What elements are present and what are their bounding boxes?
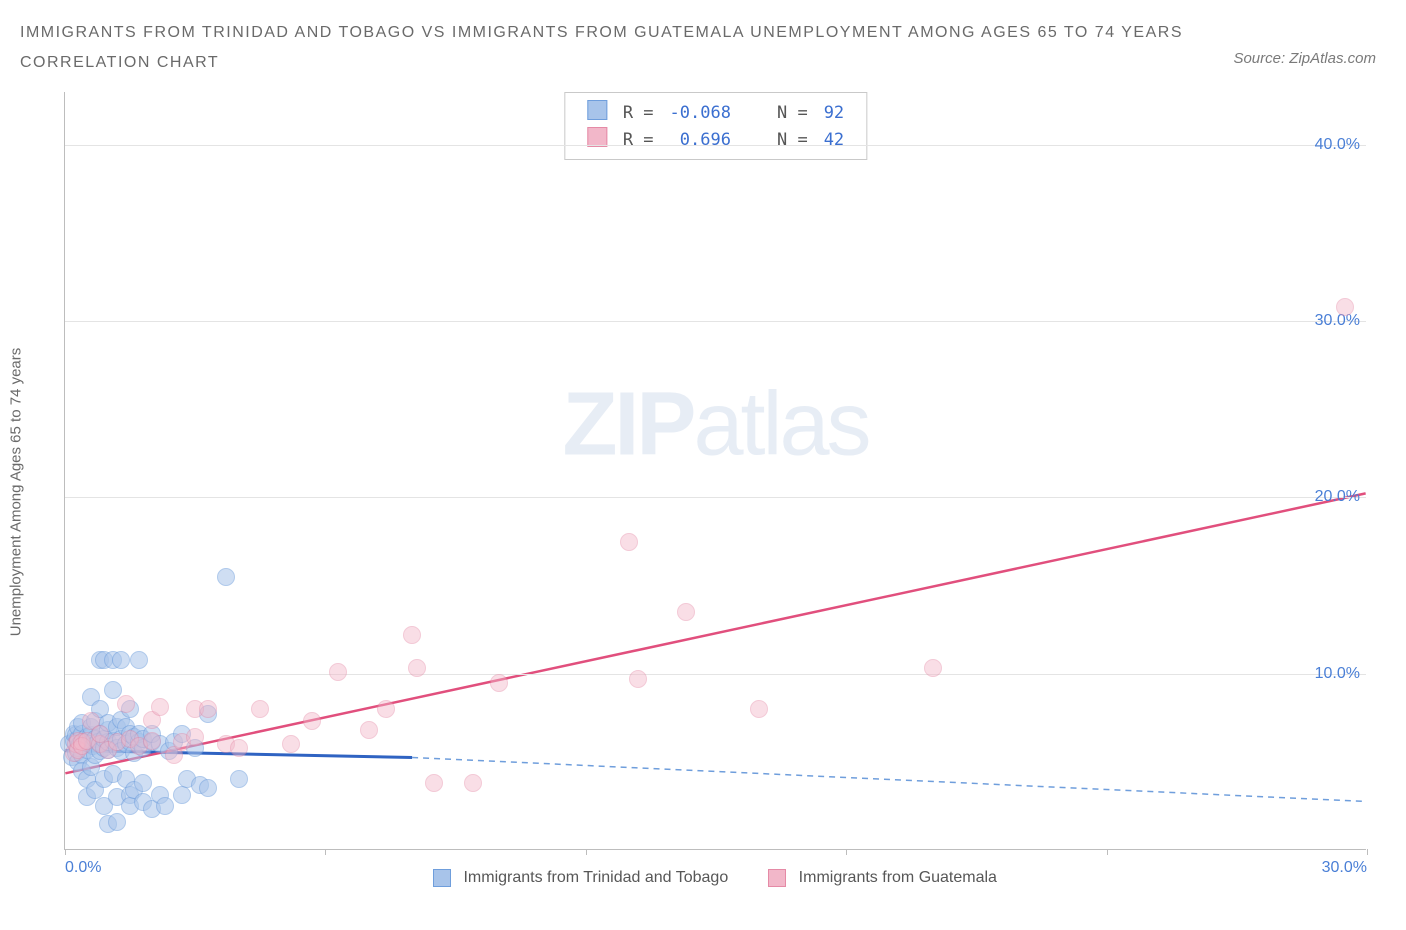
data-point [117,695,135,713]
bottom-legend-item-series2: Immigrants from Guatemala [768,869,997,887]
data-point [199,779,217,797]
data-point [108,813,126,831]
r-value-series1: -0.068 [662,99,739,126]
n-value-series2: 42 [816,126,852,153]
n-label-series1: N = [769,99,816,126]
y-tick-label: 10.0% [1315,665,1360,683]
bottom-legend-label-series2: Immigrants from Guatemala [799,869,997,886]
data-point [425,774,443,792]
data-point [134,774,152,792]
legend-swatch-series2 [768,869,786,887]
chart-title-line1: IMMIGRANTS FROM TRINIDAD AND TOBAGO VS I… [20,18,1386,48]
gridline [65,674,1366,675]
stat-legend-row: R = -0.068 N = 92 [579,99,852,126]
data-point [151,698,169,716]
x-tick [586,849,587,855]
data-point [112,651,130,669]
data-point [408,659,426,677]
bottom-legend: Immigrants from Trinidad and Tobago Immi… [64,864,1366,892]
bottom-legend-item-series1: Immigrants from Trinidad and Tobago [433,869,728,887]
data-point [251,700,269,718]
regression-lines [65,92,1366,849]
data-point [143,732,161,750]
data-point [329,663,347,681]
watermark-zip: ZIP [562,375,693,475]
data-point [230,770,248,788]
data-point [677,603,695,621]
x-tick [65,849,66,855]
n-label-series2: N = [769,126,816,153]
gridline [65,321,1366,322]
data-point [217,568,235,586]
y-tick-label: 20.0% [1315,488,1360,506]
data-point [403,626,421,644]
data-point [464,774,482,792]
x-tick [325,849,326,855]
plot-area: ZIPatlas R = -0.068 N = 92 R = 0.696 [64,92,1366,850]
data-point [490,674,508,692]
data-point [360,721,378,739]
stat-legend-row: R = 0.696 N = 42 [579,126,852,153]
data-point [156,797,174,815]
legend-swatch-series1 [433,869,451,887]
data-point [1336,298,1354,316]
watermark-atlas: atlas [693,375,868,475]
chart-title-line2: CORRELATION CHART [20,48,1386,78]
data-point [750,700,768,718]
data-point [186,728,204,746]
data-point [629,670,647,688]
data-point [173,786,191,804]
y-tick-label: 30.0% [1315,312,1360,330]
data-point [282,735,300,753]
x-tick [1107,849,1108,855]
correlation-chart: Unemployment Among Ages 65 to 74 years Z… [20,92,1386,892]
source-label: Source: ZipAtlas.com [1233,50,1376,67]
data-point [377,700,395,718]
r-label-series1: R = [615,99,662,126]
y-axis-label: Unemployment Among Ages 65 to 74 years [8,348,25,637]
stat-legend: R = -0.068 N = 92 R = 0.696 N = 42 [564,92,867,160]
data-point [130,651,148,669]
data-point [924,659,942,677]
gridline [65,497,1366,498]
chart-title-block: IMMIGRANTS FROM TRINIDAD AND TOBAGO VS I… [20,18,1386,79]
legend-swatch-series1 [587,100,607,120]
data-point [620,533,638,551]
data-point [303,712,321,730]
data-point [230,739,248,757]
bottom-legend-label-series1: Immigrants from Trinidad and Tobago [463,869,728,886]
n-value-series1: 92 [816,99,852,126]
watermark: ZIPatlas [562,374,868,477]
y-tick-label: 40.0% [1315,136,1360,154]
gridline [65,145,1366,146]
data-point [199,700,217,718]
x-tick [1367,849,1368,855]
x-tick [846,849,847,855]
r-label-series2: R = [615,126,662,153]
r-value-series2: 0.696 [662,126,739,153]
